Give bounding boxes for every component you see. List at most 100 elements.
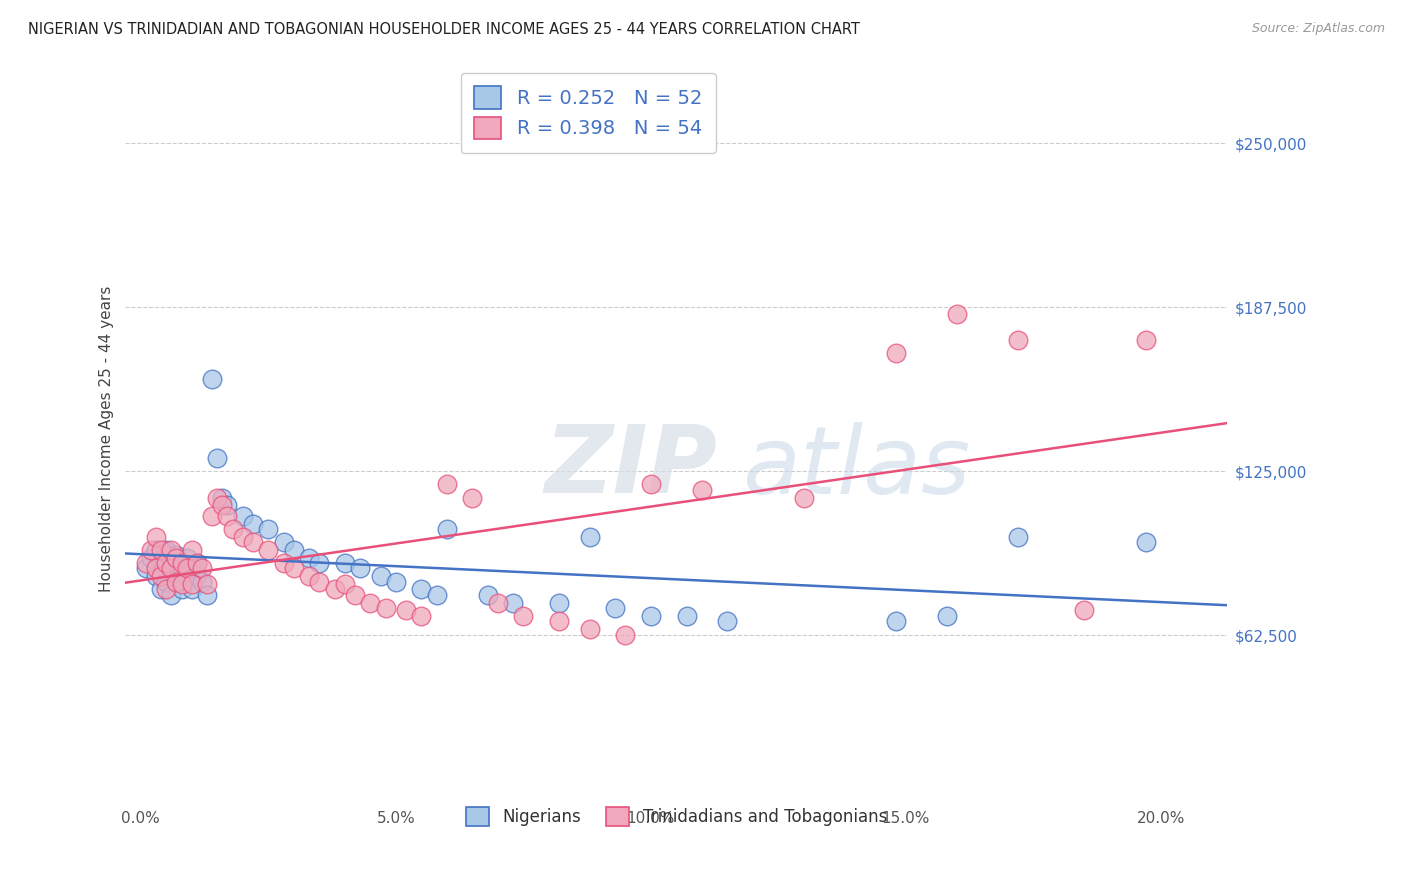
Point bbox=[166, 569, 188, 583]
Point bbox=[160, 543, 183, 558]
Point bbox=[201, 508, 224, 523]
Point bbox=[186, 556, 208, 570]
Point bbox=[614, 628, 637, 642]
Point bbox=[217, 499, 239, 513]
Point bbox=[935, 608, 957, 623]
Point bbox=[257, 522, 280, 536]
Point bbox=[176, 569, 198, 583]
Point bbox=[675, 608, 697, 623]
Text: atlas: atlas bbox=[742, 422, 970, 513]
Point bbox=[139, 543, 162, 558]
Point bbox=[155, 556, 177, 570]
Point bbox=[1073, 603, 1095, 617]
Point bbox=[426, 588, 449, 602]
Point bbox=[139, 551, 162, 566]
Point bbox=[884, 346, 907, 360]
Point bbox=[145, 561, 167, 575]
Point bbox=[145, 530, 167, 544]
Point bbox=[283, 561, 305, 575]
Point bbox=[578, 622, 600, 636]
Point bbox=[135, 556, 157, 570]
Point bbox=[793, 491, 815, 505]
Text: ZIP: ZIP bbox=[544, 421, 717, 514]
Point bbox=[170, 582, 193, 597]
Point bbox=[207, 491, 229, 505]
Legend: Nigerians, Trinidadians and Tobagonians: Nigerians, Trinidadians and Tobagonians bbox=[457, 798, 896, 835]
Point bbox=[477, 588, 499, 602]
Point bbox=[370, 569, 392, 583]
Point bbox=[145, 569, 167, 583]
Text: NIGERIAN VS TRINIDADIAN AND TOBAGONIAN HOUSEHOLDER INCOME AGES 25 - 44 YEARS COR: NIGERIAN VS TRINIDADIAN AND TOBAGONIAN H… bbox=[28, 22, 860, 37]
Point bbox=[186, 556, 208, 570]
Point bbox=[207, 451, 229, 466]
Point bbox=[512, 608, 534, 623]
Point bbox=[160, 561, 183, 575]
Point bbox=[211, 499, 233, 513]
Point bbox=[884, 614, 907, 628]
Point bbox=[283, 543, 305, 558]
Point bbox=[176, 551, 198, 566]
Point bbox=[186, 569, 208, 583]
Point bbox=[195, 577, 218, 591]
Point bbox=[548, 596, 571, 610]
Point bbox=[166, 551, 188, 566]
Point bbox=[344, 588, 367, 602]
Point bbox=[273, 535, 295, 549]
Point bbox=[221, 522, 243, 536]
Point bbox=[333, 577, 356, 591]
Y-axis label: Householder Income Ages 25 - 44 years: Householder Income Ages 25 - 44 years bbox=[100, 285, 114, 591]
Point bbox=[1007, 333, 1029, 347]
Point bbox=[211, 491, 233, 505]
Point bbox=[145, 543, 167, 558]
Point bbox=[180, 577, 202, 591]
Point bbox=[242, 516, 264, 531]
Point bbox=[232, 530, 254, 544]
Point bbox=[170, 577, 193, 591]
Point bbox=[298, 551, 321, 566]
Point bbox=[1007, 530, 1029, 544]
Point bbox=[191, 561, 214, 575]
Point bbox=[160, 588, 183, 602]
Point bbox=[170, 561, 193, 575]
Point bbox=[323, 582, 346, 597]
Point bbox=[150, 556, 173, 570]
Point bbox=[349, 561, 371, 575]
Point bbox=[333, 556, 356, 570]
Point bbox=[308, 556, 330, 570]
Point bbox=[1135, 535, 1157, 549]
Point bbox=[135, 561, 157, 575]
Point bbox=[486, 596, 509, 610]
Point bbox=[155, 574, 177, 589]
Point bbox=[176, 561, 198, 575]
Point bbox=[273, 556, 295, 570]
Point bbox=[716, 614, 738, 628]
Point bbox=[548, 614, 571, 628]
Point bbox=[166, 574, 188, 589]
Point bbox=[155, 543, 177, 558]
Point bbox=[411, 582, 433, 597]
Point bbox=[180, 543, 202, 558]
Point bbox=[232, 508, 254, 523]
Point bbox=[150, 543, 173, 558]
Point bbox=[436, 477, 458, 491]
Point bbox=[191, 574, 214, 589]
Point bbox=[150, 569, 173, 583]
Point bbox=[359, 596, 381, 610]
Point bbox=[195, 588, 218, 602]
Point bbox=[242, 535, 264, 549]
Point bbox=[436, 522, 458, 536]
Point bbox=[201, 372, 224, 386]
Point bbox=[411, 608, 433, 623]
Point bbox=[170, 556, 193, 570]
Point bbox=[166, 549, 188, 563]
Point bbox=[150, 582, 173, 597]
Point bbox=[180, 561, 202, 575]
Point bbox=[155, 582, 177, 597]
Text: Source: ZipAtlas.com: Source: ZipAtlas.com bbox=[1251, 22, 1385, 36]
Point bbox=[578, 530, 600, 544]
Point bbox=[461, 491, 484, 505]
Point bbox=[217, 508, 239, 523]
Point bbox=[605, 600, 627, 615]
Point bbox=[257, 543, 280, 558]
Point bbox=[640, 608, 662, 623]
